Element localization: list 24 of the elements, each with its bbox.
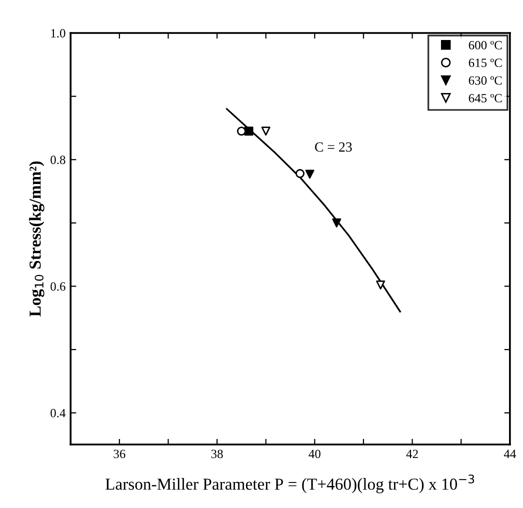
x-tick-label: 44 bbox=[504, 450, 516, 458]
point bbox=[244, 126, 254, 136]
point bbox=[376, 280, 386, 290]
point bbox=[261, 126, 270, 136]
point bbox=[332, 218, 342, 228]
point bbox=[296, 169, 305, 178]
x-tick-label: 36 bbox=[114, 450, 126, 458]
y-tick-label: 0.4 bbox=[50, 408, 66, 418]
legend-label: 645 ºC bbox=[468, 94, 502, 102]
y-tick-label: 1.0 bbox=[51, 29, 66, 38]
x-axis-title: Larson-Miller Parameter P = (T+460)(log tr+C) x 10$^{−3}$ bbox=[105, 474, 474, 494]
y-axis-title: Log$_{10}$ Stress(kg/mm²) bbox=[29, 161, 44, 317]
legend-label: 615 ºC bbox=[468, 58, 502, 68]
legend-label: 600 ºC bbox=[468, 40, 502, 50]
y-tick-label: 0.6 bbox=[50, 282, 66, 291]
point bbox=[305, 170, 314, 179]
x-tick-label: 42 bbox=[406, 450, 418, 458]
legend-label: 630 ºC bbox=[468, 76, 502, 85]
point bbox=[236, 126, 246, 136]
x-tick-label: 40 bbox=[308, 450, 320, 458]
annotation: C = 23 bbox=[315, 142, 352, 152]
y-tick-label: 0.8 bbox=[50, 156, 66, 164]
line-series bbox=[226, 108, 401, 312]
x-tick-label: 38 bbox=[211, 450, 223, 458]
